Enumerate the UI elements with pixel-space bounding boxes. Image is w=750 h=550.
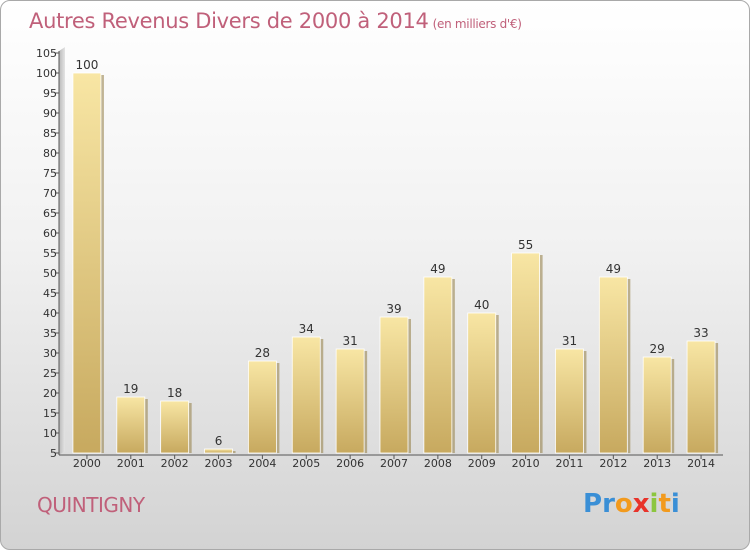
y-tick-label: 20 [43,387,57,400]
chart-subtitle: (en milliers d'€) [432,17,522,31]
logo-letter: P [583,489,603,519]
data-label: 19 [123,382,138,396]
chart-title-text: Autres Revenus Divers de 2000 à 2014 [29,9,429,33]
data-label: 33 [693,326,708,340]
x-tick-label: 2004 [248,457,276,470]
bar-side [539,255,543,453]
bar-side [495,315,499,453]
bars-group [72,72,719,454]
x-tick-label: 2007 [380,457,408,470]
data-label: 6 [215,434,223,448]
bar [204,448,233,454]
data-label: 28 [255,346,270,360]
y-tick-label: 100 [36,67,57,80]
data-label: 31 [562,334,577,348]
bar [247,360,277,454]
logo-letter: x [632,489,650,519]
logo-letter: i [670,489,680,519]
chart-title: Autres Revenus Divers de 2000 à 2014 (en … [29,9,522,33]
y-tick-label: 30 [43,347,57,360]
data-label: 31 [342,334,357,348]
bar-side [715,343,719,453]
y-axis-wall [59,47,65,455]
x-tick-label: 2013 [643,457,671,470]
bar [642,356,672,454]
bar-side [232,451,236,453]
y-tick-label: 90 [43,107,57,120]
y-tick-label: 15 [43,407,57,420]
y-tick-label: 65 [43,207,57,220]
bar [686,340,716,454]
data-label: 34 [299,322,314,336]
bar [379,316,409,454]
bar-side [100,75,104,453]
logo-letter: r [602,489,615,519]
x-tick-label: 2002 [161,457,189,470]
x-tick-label: 2009 [468,457,496,470]
y-tick-label: 40 [43,307,57,320]
x-tick-label: 2010 [512,457,540,470]
y-tick-label: 80 [43,147,57,160]
x-tick-label: 2001 [117,457,145,470]
data-label: 55 [518,238,533,252]
data-labels-group: 100 19 18 6 28 34 31 39 49 40 55 31 49 29 33 [75,58,708,448]
bar-side [364,351,368,453]
bar-side [188,403,192,453]
logo-letter: i [649,489,659,519]
bar [598,276,628,454]
bar-side [583,351,587,453]
x-tick-label: 2006 [336,457,364,470]
x-tick-label: 2012 [599,457,627,470]
data-label: 39 [386,302,401,316]
bar [335,348,365,454]
data-label: 49 [430,262,445,276]
x-tick-label: 2000 [73,457,101,470]
bar [116,396,146,454]
data-label: 49 [606,262,621,276]
y-tick-label: 70 [43,187,57,200]
logo-letter: t [658,489,671,519]
bar [423,276,453,454]
bar [467,312,497,454]
bar-side [408,319,411,453]
x-tick-label: 2011 [555,457,583,470]
bar-side [671,359,675,453]
data-label: 18 [167,386,182,400]
x-tick-label: 2003 [205,457,233,470]
proxiti-logo: Proxiti [583,489,680,519]
x-tick-label: 2005 [292,457,320,470]
bar [291,336,321,454]
bar-side [320,339,324,453]
y-tick-label: 60 [43,227,57,240]
x-tick-label: 2014 [687,457,715,470]
bar [160,400,190,454]
y-tick-label: 10 [43,427,57,440]
bar-side [144,399,148,453]
bar [555,348,584,454]
bar-side [451,279,455,453]
y-tick-label: 5 [50,447,57,460]
logo-letter: o [614,489,633,519]
bar-side [627,279,631,453]
bar-side [276,363,280,453]
bar [511,252,541,454]
y-tick-label: 45 [43,287,57,300]
y-tick-label: 35 [43,327,57,340]
y-tick-label: 25 [43,367,57,380]
data-label: 40 [474,298,489,312]
y-tick-label: 105 [36,47,57,60]
bar [72,72,102,454]
y-tick-label: 50 [43,267,57,280]
data-label: 100 [75,58,98,72]
town-name: QUINTIGNY [37,493,145,517]
y-tick-label: 55 [43,247,57,260]
data-label: 29 [650,342,665,356]
y-tick-label: 95 [43,87,57,100]
chart-axes: 5 10 15 20 25 30 35 40 45 50 55 60 65 70 75 80 85 90 95 100… [36,47,723,470]
y-tick-label: 85 [43,127,57,140]
x-tick-label: 2008 [424,457,452,470]
y-tick-label: 75 [43,167,57,180]
